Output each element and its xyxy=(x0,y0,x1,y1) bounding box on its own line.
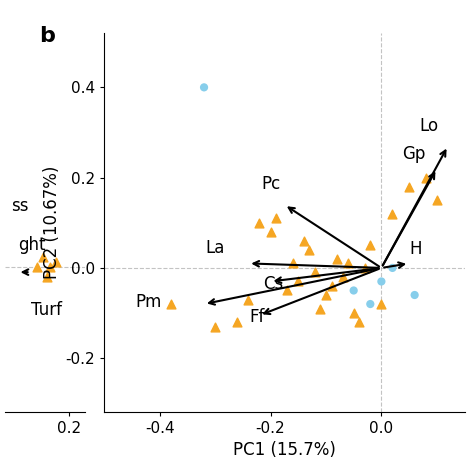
Point xyxy=(411,291,419,299)
Text: Lo: Lo xyxy=(419,117,438,135)
Text: La: La xyxy=(205,238,225,256)
Point xyxy=(53,258,60,265)
Point xyxy=(43,273,50,281)
Text: ght: ght xyxy=(18,236,45,254)
Point xyxy=(234,319,241,326)
Text: ss: ss xyxy=(11,197,29,215)
Point xyxy=(389,210,396,218)
Point xyxy=(339,273,346,281)
Text: Turf: Turf xyxy=(30,301,62,319)
Point xyxy=(422,174,429,182)
Point xyxy=(211,323,219,330)
Point xyxy=(328,282,335,290)
Point xyxy=(378,278,385,285)
Point xyxy=(378,300,385,308)
Point xyxy=(245,296,252,303)
Point xyxy=(389,264,396,272)
Point xyxy=(433,196,441,204)
Point xyxy=(283,287,291,294)
Point xyxy=(267,228,274,236)
Point xyxy=(46,263,54,271)
Text: b: b xyxy=(39,26,55,46)
Point xyxy=(200,83,208,91)
Point xyxy=(350,309,357,317)
Text: Pm: Pm xyxy=(136,293,162,311)
Point xyxy=(322,291,330,299)
Text: Pc: Pc xyxy=(261,175,280,193)
Point xyxy=(333,255,341,263)
Point xyxy=(344,260,352,267)
Point xyxy=(366,300,374,308)
Text: Gp: Gp xyxy=(402,145,425,163)
X-axis label: PC1 (15.7%): PC1 (15.7%) xyxy=(233,440,336,458)
Point xyxy=(33,263,41,271)
Point xyxy=(356,319,363,326)
Point xyxy=(317,305,324,312)
Point xyxy=(272,214,280,222)
Point xyxy=(294,278,302,285)
Text: Cs: Cs xyxy=(263,275,283,293)
Point xyxy=(311,269,319,276)
Point xyxy=(306,246,313,254)
Text: H: H xyxy=(410,240,422,258)
Point xyxy=(405,183,413,191)
Point xyxy=(300,237,308,245)
Point xyxy=(40,253,47,260)
Point xyxy=(366,242,374,249)
Y-axis label: PC2 (10.67%): PC2 (10.67%) xyxy=(44,166,62,280)
Point xyxy=(289,260,297,267)
Point xyxy=(255,219,263,227)
Point xyxy=(350,287,357,294)
Point xyxy=(361,264,369,272)
Text: Ff: Ff xyxy=(249,308,264,326)
Point xyxy=(167,300,174,308)
